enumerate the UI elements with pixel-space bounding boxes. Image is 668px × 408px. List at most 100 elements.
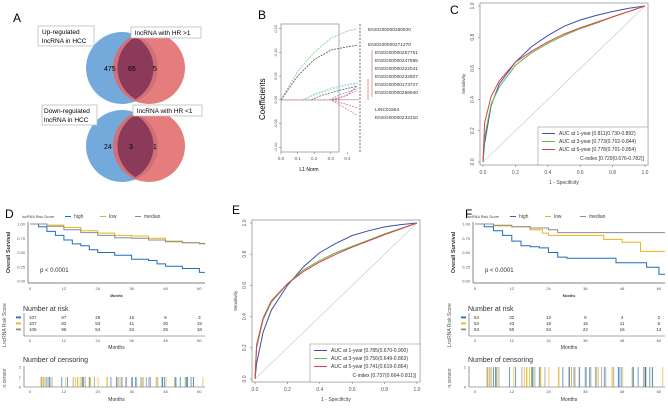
km-f-x-tick-label: 60 <box>657 286 662 291</box>
roc-c-y-tick-label: 1.0 <box>470 2 476 9</box>
km-f-censor-y-tick-label: 1 <box>464 365 467 370</box>
km-f-y-tick-label: 0.50 <box>462 250 471 255</box>
km-f-risk-table-title: Number at risk <box>468 306 514 313</box>
venn-label-down-1: Down-regulated <box>44 108 90 115</box>
lasso-coef-path <box>280 28 358 101</box>
lasso-x-tick-label: 0.0 <box>278 156 285 161</box>
venn-label-up-2: lncRNA in HCC <box>42 38 87 45</box>
lasso-x-tick-label: 0.1 <box>294 156 301 161</box>
km-f-y-tick-label: 0.75 <box>462 236 471 241</box>
panel-label-d: D <box>5 207 14 221</box>
km-d-risk-row-swatch <box>16 322 21 325</box>
km-f-legend-entry: median <box>589 214 606 220</box>
venn-label-box-down <box>41 104 98 126</box>
roc-c-y-tick-label: 0.8 <box>470 34 476 41</box>
roc-e-legend-box <box>309 343 421 383</box>
lasso-x-tick-label: 0.3 <box>328 156 335 161</box>
km-f-risk-row-swatch <box>461 316 466 319</box>
km-d-risk-cell: 3 <box>198 315 201 320</box>
km-f-censor-x-tick-label: 36 <box>583 389 588 394</box>
venn-label-box-up <box>37 25 95 47</box>
km-f-risk-cell: 22 <box>583 327 589 332</box>
panel-label-c: C <box>450 3 459 17</box>
lasso-gene-label: ENSG00000222041 <box>375 66 418 72</box>
km-f-censor-title: Number of censoring <box>468 357 533 364</box>
km-d-risk-cell: 95 <box>61 327 67 332</box>
km-f-p-value: p < 0.0001 <box>485 268 514 274</box>
km-d-censor-x-tick-label: 36 <box>129 389 134 394</box>
roc-e-cindex-label: C-index [0.737(0.664-0.811)] <box>352 373 416 379</box>
km-d-risk-x-tick-label: 24 <box>96 338 101 343</box>
roc-c-x-tick-label: 0.0 <box>480 170 487 176</box>
km-f-x-axis-label: Months <box>563 294 575 298</box>
roc-c-diagonal-reference <box>482 5 646 163</box>
km-d-x-tick-label: 60 <box>197 286 202 291</box>
km-f-legend-entry: low <box>554 214 562 220</box>
km-d-censor-x-tick-label: 24 <box>96 389 101 394</box>
lasso-gene-label: ENSG00000173727 <box>375 82 418 88</box>
lasso-y-tick-label: -0.05 <box>273 118 278 128</box>
km-f-risk-row-swatch <box>461 328 466 331</box>
roc-c-x-tick-label: 1.0 <box>642 170 649 176</box>
roc-c-y-tick-label: 0.0 <box>470 158 476 165</box>
km-d-risk-x-tick-label: 60 <box>197 338 202 343</box>
lasso-gene-label: ENSG00000256940 <box>375 90 418 96</box>
lasso-y-tick-label: 0.15 <box>273 24 278 33</box>
roc-c-legend-box <box>537 126 649 166</box>
km-f-censor-x-tick-label: 60 <box>657 389 662 394</box>
km-f-risk-x-tick-label: 60 <box>657 338 662 343</box>
km-f-x-tick-label: 24 <box>546 286 551 291</box>
km-f-risk-x-axis-label: Months <box>561 345 578 351</box>
roc-e-x-tick-label: 0.6 <box>349 387 356 393</box>
km-f-risk-cell: 54 <box>474 315 480 320</box>
km-d-risk-cell: 53 <box>95 321 101 326</box>
panel-f: F lncRNA Risk Score high low median 1.00 0.75… <box>447 207 665 403</box>
roc-e-x-tick-label: 0.4 <box>316 387 323 393</box>
roc-e-roc-curve <box>254 222 418 380</box>
km-f-x-tick-label: 0 <box>474 286 477 291</box>
km-d-risk-x-axis-label: Months <box>108 345 125 351</box>
km-f-risk-cell: 2 <box>658 315 661 320</box>
roc-c-cindex-label: C-index [0.729(0.676-0.782)] <box>580 156 645 162</box>
km-d-risk-cell: 41 <box>129 321 135 326</box>
km-f-risk-cell: 43 <box>509 321 515 326</box>
roc-c-legend-entry: AUC at 3-year [0.773(0.702-0.844) <box>559 139 636 145</box>
km-f-survival-curve-low <box>475 223 665 252</box>
km-f-risk-cell: 15 <box>583 321 589 326</box>
panel-label-b: B <box>258 8 266 22</box>
km-d-risk-cell: 67 <box>61 315 67 320</box>
km-d-risk-table-ylabel: LncRNA Risk Score <box>2 303 8 347</box>
lasso-gene-label: ENSG00000271270 <box>368 42 411 48</box>
roc-c-x-tick-label: 0.2 <box>512 170 519 176</box>
lasso-y-tick-label: 0.10 <box>273 48 278 57</box>
lasso-y-tick-label: 0.05 <box>273 71 278 80</box>
roc-c-x-tick-label: 0.4 <box>544 170 551 176</box>
lasso-coef-path <box>281 99 358 109</box>
km-d-x-tick-label: 24 <box>96 286 101 291</box>
venn-label-down-2: lncRNA in HCC <box>44 117 89 124</box>
lasso-gene-label: ENSG00000232807 <box>375 74 418 80</box>
venn-overlap-2 <box>117 114 154 178</box>
km-d-risk-cell: 16 <box>129 315 135 320</box>
km-d-y-tick-label: 0.00 <box>17 279 26 284</box>
km-d-censor-y-tick-label: 2 <box>19 365 22 370</box>
km-f-censor-x-tick-label: 48 <box>620 389 625 394</box>
roc-e-x-axis-label: 1 - Specificity <box>321 397 351 403</box>
venn-label-hr-lt1: lncRNA with HR <1 <box>137 108 193 115</box>
km-d-risk-cell: 30 <box>163 321 169 326</box>
roc-e-legend-entry: AUC at 5-year [0.741(0.619-0.864) <box>331 364 408 370</box>
km-f-risk-cell: 12 <box>656 327 662 332</box>
km-f-censor-x-axis-label: Months <box>561 397 578 403</box>
km-d-risk-x-tick-label: 48 <box>163 338 168 343</box>
km-f-risk-cell: 32 <box>509 315 515 320</box>
venn-label-box-hr1 <box>130 26 202 39</box>
km-f-x-tick-label: 12 <box>510 286 515 291</box>
km-d-legend-entry: low <box>109 214 117 220</box>
km-d-risk-cell: 82 <box>61 321 67 326</box>
km-d-risk-cell: 107 <box>29 321 37 326</box>
roc-e-x-tick-label: 0.8 <box>381 387 388 393</box>
panel-b: B Coefficients L1 Norm 0.15 0.10 0.05 0.00 -… <box>258 8 418 173</box>
km-f-risk-row-swatch <box>461 322 466 325</box>
km-d-risk-cell: 34 <box>129 327 135 332</box>
